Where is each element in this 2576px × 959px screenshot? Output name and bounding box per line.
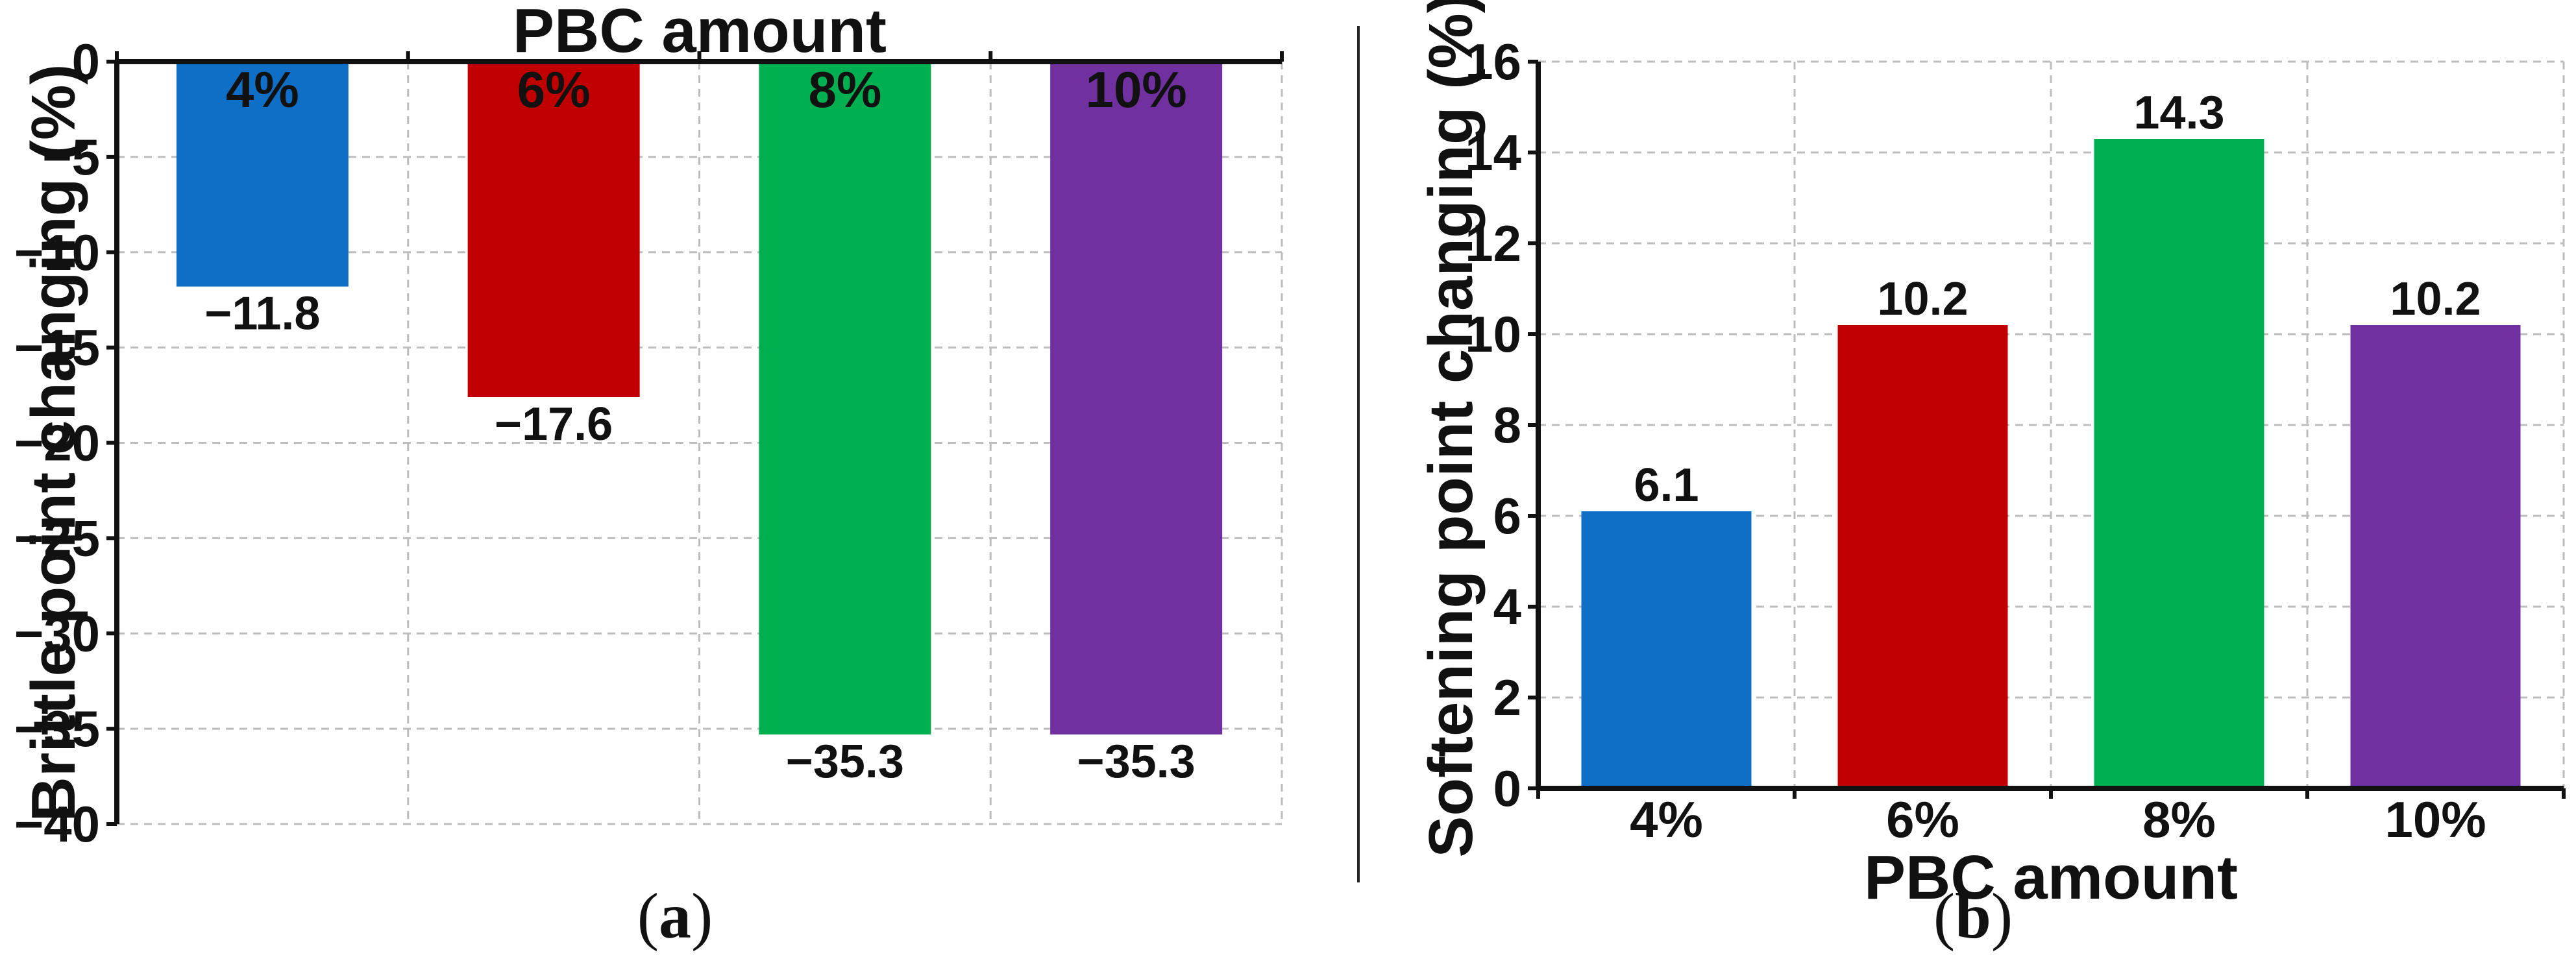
x-tick-label: 10% — [1086, 61, 1187, 118]
y-axis-title: Brittle point changing (%) — [19, 64, 88, 822]
x-tick-label: 4% — [226, 61, 299, 118]
bar-6pct — [1837, 325, 2008, 788]
caption-a: (a) — [637, 880, 713, 952]
y-tick-label: 8 — [1493, 396, 1521, 454]
bar-4pct — [1581, 511, 1752, 788]
y-tick-label: 6 — [1493, 487, 1521, 544]
bar-10pct — [2350, 325, 2521, 788]
bar-8pct — [759, 62, 931, 734]
bar-4pct — [176, 62, 349, 287]
x-tick-label: 8% — [2142, 791, 2216, 848]
data-label: 10.2 — [1877, 273, 1968, 325]
bar-6pct — [467, 62, 640, 397]
y-tick-label: −10 — [14, 224, 100, 281]
x-tick-label: 4% — [1630, 791, 1703, 848]
chart-panel-a: −11.8 4% −17.6 6% −35.3 8% −35.3 10% 0 −5 −10 −15 −2… — [14, 0, 1284, 853]
data-label: −17.6 — [495, 398, 613, 450]
caption-b: (b) — [1933, 880, 2013, 952]
x-tick-label: 8% — [809, 61, 882, 118]
data-label: 6.1 — [1634, 459, 1699, 511]
x-axis-title: PBC amount — [1864, 843, 2238, 912]
y-tick-label: 12 — [1465, 215, 1521, 272]
y-tick-label: −30 — [14, 605, 100, 662]
y-tick-label: −25 — [14, 509, 100, 566]
y-tick-label: 16 — [1465, 33, 1521, 90]
x-tick-label: 6% — [517, 61, 591, 118]
y-tick-label: −20 — [14, 415, 100, 472]
x-axis-title: PBC amount — [513, 0, 887, 66]
data-label: 10.2 — [2390, 273, 2481, 325]
x-tick-label: 10% — [2385, 791, 2486, 848]
data-label: 14.3 — [2133, 87, 2224, 139]
bar-10pct — [1050, 62, 1223, 734]
y-tick-label: 14 — [1465, 124, 1521, 181]
y-axis-title: Softening point changing (%) — [1416, 0, 1486, 858]
chart-panel-b: 6.1 4% 10.2 6% 14.3 8% 10.2 10% 0 2 4 6 8 10 12 14 16 PBC… — [1416, 0, 2566, 912]
data-label: −35.3 — [786, 736, 904, 788]
x-tick-label: 6% — [1886, 791, 1959, 848]
y-tick-label: −15 — [14, 319, 100, 376]
y-tick-label: −5 — [42, 128, 100, 186]
data-label: −11.8 — [204, 288, 320, 340]
y-tick-label: −40 — [14, 795, 100, 853]
y-tick-label: 0 — [1493, 760, 1521, 817]
y-tick-label: −35 — [14, 700, 100, 757]
y-tick-label: 10 — [1465, 306, 1521, 363]
y-tick-label: 0 — [72, 33, 100, 90]
y-tick-label: 2 — [1493, 669, 1521, 726]
y-tick-label: 4 — [1493, 578, 1521, 635]
data-label: −35.3 — [1077, 736, 1196, 788]
bar-8pct — [2094, 139, 2264, 788]
